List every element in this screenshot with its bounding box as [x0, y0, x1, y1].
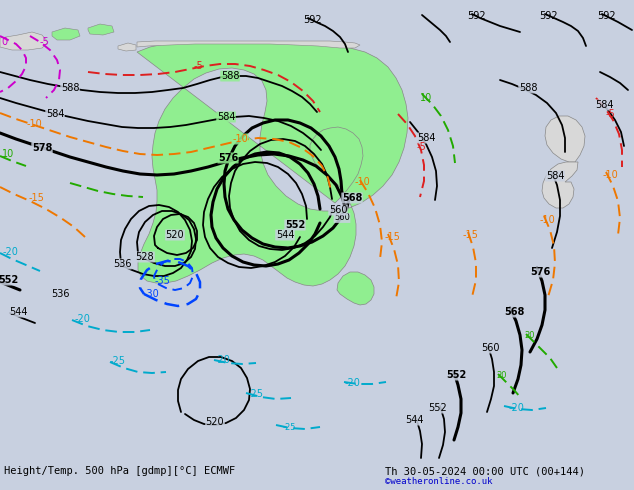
- Text: -5: -5: [39, 37, 49, 47]
- Text: -25: -25: [248, 389, 264, 399]
- Text: -15: -15: [28, 193, 44, 203]
- Text: -5: -5: [193, 61, 203, 71]
- Text: 584: 584: [546, 171, 564, 181]
- Text: 560: 560: [481, 343, 499, 353]
- Text: -35: -35: [154, 276, 170, 286]
- Polygon shape: [88, 24, 114, 35]
- Text: 592: 592: [467, 11, 485, 21]
- Text: 544: 544: [276, 230, 294, 240]
- Text: 552: 552: [446, 370, 466, 380]
- Text: 536: 536: [113, 259, 131, 269]
- Text: 584: 584: [46, 109, 64, 119]
- Polygon shape: [0, 32, 48, 50]
- Text: -5: -5: [605, 109, 615, 119]
- Text: -20: -20: [2, 247, 18, 257]
- Text: 536: 536: [51, 289, 69, 299]
- Text: 20: 20: [525, 330, 535, 340]
- Text: 584: 584: [217, 112, 235, 122]
- Text: 10: 10: [2, 149, 14, 159]
- Text: 578: 578: [32, 143, 52, 153]
- Polygon shape: [137, 41, 360, 48]
- Text: 592: 592: [597, 11, 616, 21]
- Text: -25: -25: [110, 356, 126, 366]
- Text: -20: -20: [74, 314, 90, 324]
- Polygon shape: [137, 42, 408, 286]
- Polygon shape: [542, 162, 578, 208]
- Text: 568: 568: [504, 307, 524, 317]
- Text: 560: 560: [329, 205, 347, 215]
- Polygon shape: [337, 272, 374, 305]
- Text: 588: 588: [61, 83, 79, 93]
- Polygon shape: [118, 43, 136, 51]
- Text: 584: 584: [417, 133, 436, 143]
- Text: 552: 552: [285, 220, 305, 230]
- Text: 584: 584: [595, 100, 613, 110]
- Text: 588: 588: [221, 71, 239, 81]
- Text: -15: -15: [462, 230, 478, 240]
- Text: -10: -10: [602, 170, 618, 180]
- Text: 588: 588: [519, 83, 537, 93]
- Text: -20: -20: [508, 403, 524, 413]
- Text: 520: 520: [165, 230, 184, 240]
- Text: -10: -10: [232, 134, 248, 144]
- Text: 552: 552: [0, 275, 18, 285]
- Text: Height/Temp. 500 hPa [gdmp][°C] ECMWF: Height/Temp. 500 hPa [gdmp][°C] ECMWF: [4, 466, 235, 476]
- Polygon shape: [545, 116, 585, 162]
- Text: 528: 528: [136, 252, 154, 262]
- Polygon shape: [52, 28, 80, 40]
- Text: -20: -20: [344, 378, 360, 388]
- Text: 576: 576: [218, 153, 238, 163]
- Text: 544: 544: [404, 415, 424, 425]
- Text: 576: 576: [530, 267, 550, 277]
- Text: -20: -20: [214, 355, 230, 365]
- Text: 592: 592: [302, 15, 321, 25]
- Text: 20: 20: [497, 371, 507, 381]
- Text: ©weatheronline.co.uk: ©weatheronline.co.uk: [385, 477, 493, 486]
- Text: -10: -10: [26, 119, 42, 129]
- Text: 592: 592: [540, 11, 559, 21]
- Text: -25: -25: [282, 422, 295, 432]
- Text: -10: -10: [539, 215, 555, 225]
- Text: 0: 0: [1, 37, 7, 47]
- Text: 520: 520: [205, 417, 224, 427]
- Text: 10: 10: [420, 93, 432, 103]
- Text: 560: 560: [334, 214, 350, 222]
- Text: 544: 544: [9, 307, 27, 317]
- Text: -15: -15: [384, 232, 400, 242]
- Text: -10: -10: [354, 177, 370, 187]
- Text: 568: 568: [342, 193, 362, 203]
- Text: -30: -30: [143, 289, 159, 299]
- Text: -5: -5: [416, 142, 426, 152]
- Text: 552: 552: [429, 403, 448, 413]
- Text: Th 30-05-2024 00:00 UTC (00+144): Th 30-05-2024 00:00 UTC (00+144): [385, 466, 585, 476]
